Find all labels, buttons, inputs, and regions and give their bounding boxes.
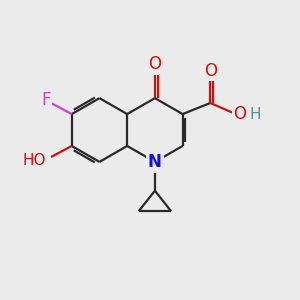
Text: O: O [233, 105, 246, 123]
Text: HO: HO [23, 153, 46, 168]
Text: H: H [250, 106, 261, 122]
Text: F: F [41, 91, 51, 109]
Text: N: N [148, 153, 162, 171]
Text: O: O [148, 56, 161, 74]
Text: O: O [204, 61, 217, 80]
